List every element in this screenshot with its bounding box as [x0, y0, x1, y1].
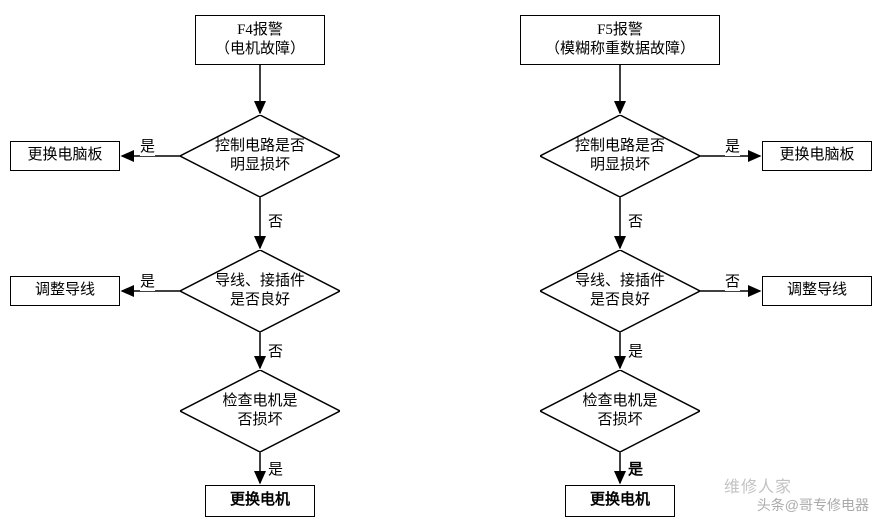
decision-2: 导线、接插件 是否良好	[180, 250, 340, 332]
d3-l1: 检查电机是	[582, 392, 657, 411]
side-box-2: 调整导线	[762, 276, 872, 306]
decision-1: 控制电路是否 明显损坏	[540, 115, 700, 197]
lbl-d1-side: 是	[140, 135, 155, 156]
flowchart-left: F4报警 （电机故障） 控制电路是否 明显损坏 导线、接插件 是否良好 检查电机…	[0, 0, 450, 527]
side2-text: 调整导线	[787, 281, 847, 301]
d3-l1: 检查电机是	[222, 392, 297, 411]
lbl-d1-down: 否	[628, 210, 643, 231]
side1-text: 更换电脑板	[779, 146, 854, 166]
end-text: 更换电机	[590, 491, 650, 511]
lbl-d2-side: 否	[725, 270, 740, 291]
start-line1: F4报警	[237, 21, 283, 41]
lbl-d3-down: 是	[628, 458, 643, 479]
decision-3: 检查电机是 否损坏	[180, 370, 340, 452]
d3-l2: 否损坏	[237, 411, 282, 430]
d3-l2: 否损坏	[597, 411, 642, 430]
side-box-2: 调整导线	[10, 276, 120, 306]
d2-l2: 是否良好	[590, 291, 650, 310]
start-line2: （模糊称重数据故障）	[545, 40, 695, 60]
lbl-d1-side: 是	[725, 135, 740, 156]
start-line1: F5报警	[597, 21, 643, 41]
d1-l2: 明显损坏	[230, 156, 290, 175]
start-line2: （电机故障）	[215, 40, 305, 60]
side2-text: 调整导线	[35, 281, 95, 301]
d1-l1: 控制电路是否	[215, 137, 305, 156]
start-box: F5报警 （模糊称重数据故障）	[520, 15, 720, 65]
lbl-d2-down: 是	[628, 340, 643, 361]
d2-l1: 导线、接插件	[575, 272, 665, 291]
lbl-d3-down: 是	[268, 458, 283, 479]
d2-l2: 是否良好	[230, 291, 290, 310]
end-box: 更换电机	[565, 485, 675, 517]
side-box-1: 更换电脑板	[762, 141, 872, 171]
lbl-d1-down: 否	[268, 210, 283, 231]
lbl-d2-side: 是	[140, 270, 155, 291]
decision-1: 控制电路是否 明显损坏	[180, 115, 340, 197]
lbl-d2-down: 否	[268, 340, 283, 361]
d1-l2: 明显损坏	[590, 156, 650, 175]
flowchart-right: F5报警 （模糊称重数据故障） 控制电路是否 明显损坏 导线、接插件 是否良好 …	[437, 0, 887, 527]
watermark-main: 头条@哥专修电器	[757, 495, 869, 515]
d1-l1: 控制电路是否	[575, 137, 665, 156]
watermark-bg: 维修人家	[724, 473, 792, 497]
d2-l1: 导线、接插件	[215, 272, 305, 291]
end-text: 更换电机	[230, 491, 290, 511]
side1-text: 更换电脑板	[27, 146, 102, 166]
decision-3: 检查电机是 否损坏	[540, 370, 700, 452]
start-box: F4报警 （电机故障）	[195, 15, 325, 65]
end-box: 更换电机	[205, 485, 315, 517]
side-box-1: 更换电脑板	[10, 141, 120, 171]
decision-2: 导线、接插件 是否良好	[540, 250, 700, 332]
